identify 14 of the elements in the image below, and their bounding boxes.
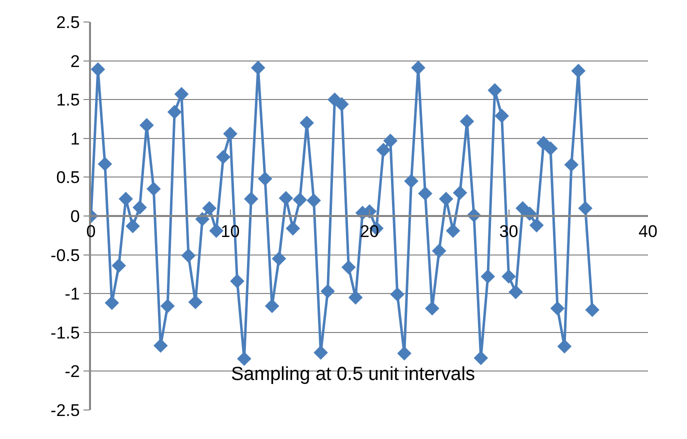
x-tick-label: 40 xyxy=(638,222,658,242)
y-tick-label: 1 xyxy=(70,129,80,148)
y-tick-label: 2 xyxy=(70,52,80,71)
y-tick-label: -2 xyxy=(64,362,80,382)
x-tick-label: 0 xyxy=(86,222,96,242)
y-tick-label: -1 xyxy=(64,284,80,304)
annotation: Sampling at 0.5 unit intervals xyxy=(231,364,475,385)
y-tick-label: -1.5 xyxy=(50,323,80,342)
y-tick-label: -0.5 xyxy=(50,246,80,265)
y-tick-label: 1.5 xyxy=(56,90,80,110)
y-tick-label: 2.5 xyxy=(56,12,80,32)
y-tick-label: 0.5 xyxy=(56,168,80,188)
y-tick-label: -2.5 xyxy=(50,400,80,420)
y-tick-label: 0 xyxy=(70,206,80,226)
